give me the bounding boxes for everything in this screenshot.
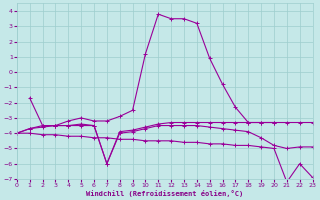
X-axis label: Windchill (Refroidissement éolien,°C): Windchill (Refroidissement éolien,°C) [86,190,243,197]
